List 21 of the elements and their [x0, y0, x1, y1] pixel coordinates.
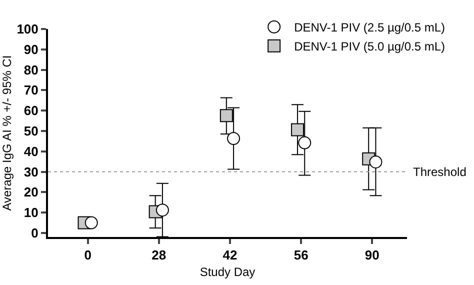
y-tick-label: 20 — [24, 184, 38, 200]
y-tick-label: 90 — [24, 42, 38, 57]
x-tick-label: 0 — [84, 248, 92, 263]
x-axis-title: Study Day — [200, 265, 256, 279]
x-tick-label: 56 — [294, 248, 308, 263]
y-axis-title: Average IgG AI % +/- 95% CI — [0, 55, 14, 211]
ref-line-label: Threshold — [413, 165, 466, 179]
x-tick-label: 42 — [222, 248, 238, 263]
legend-label: DENV-1 PIV (2.5 µg/0.5 mL) — [294, 20, 446, 35]
y-tick-label: 100 — [16, 22, 38, 37]
y-tick-label: 80 — [24, 62, 38, 78]
y-tick-label: 30 — [24, 164, 38, 180]
x-tick-label: 28 — [152, 248, 166, 263]
x-tick-label: 90 — [364, 248, 380, 263]
y-tick-label: 50 — [24, 124, 38, 139]
y-tick-label: 40 — [24, 144, 38, 159]
y-tick-label: 10 — [24, 205, 38, 220]
y-tick-label: 70 — [24, 82, 38, 98]
legend-label: DENV-1 PIV (5.0 µg/0.5 mL) — [294, 40, 446, 54]
y-tick-label: 60 — [24, 103, 38, 118]
y-tick-label: 0 — [31, 225, 38, 240]
